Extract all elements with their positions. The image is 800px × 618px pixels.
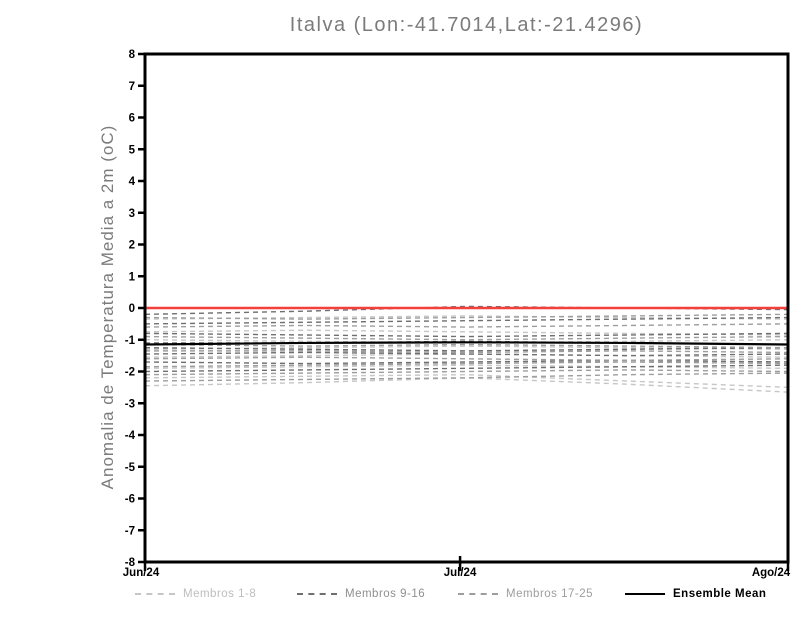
x-tick-label: Ago/24 [752, 567, 791, 579]
legend-item-membros-9-16: Membros 9-16 [297, 587, 425, 601]
member-line-membro-17 [144, 313, 789, 320]
legend-label: Ensemble Mean [673, 588, 767, 600]
member-line-membro-14 [144, 351, 789, 357]
legend-label: Membros 17-25 [506, 588, 594, 600]
x-tick-label: Jul/24 [444, 567, 477, 579]
member-line-membro-2 [144, 329, 789, 336]
y-tick-label: -7 [125, 525, 135, 537]
member-line-membro-10 [144, 316, 789, 325]
y-tick-label: 8 [129, 49, 136, 61]
y-tick-label: 6 [129, 113, 135, 125]
dashed-line-swatch [297, 593, 337, 595]
legend-item-membros-17-25: Membros 17-25 [458, 587, 593, 601]
y-tick-label: -8 [125, 557, 136, 569]
member-line-membro-22 [144, 356, 789, 362]
member-line-membro-8 [144, 377, 789, 393]
member-line-membro-23 [144, 361, 789, 368]
y-tick-label: 1 [129, 271, 136, 283]
dashed-line-swatch [135, 593, 175, 595]
member-line-membro-25 [144, 372, 789, 382]
member-line-membro-1 [144, 315, 789, 320]
y-tick-label: -1 [125, 335, 136, 347]
y-tick-label: -3 [125, 398, 135, 410]
member-line-membro-20 [144, 343, 789, 349]
member-line-membro-7 [144, 373, 789, 389]
member-line-membro-19 [144, 335, 789, 341]
member-line-membro-13 [144, 346, 789, 352]
member-line-membro-3 [144, 339, 789, 344]
legend-label: Membros 1-8 [183, 588, 257, 600]
y-tick-label: 3 [129, 208, 135, 220]
legend-item-ensemble-mean: Ensemble Mean [625, 587, 766, 601]
member-line-membro-21 [145, 350, 789, 354]
member-line-membro-4 [144, 345, 789, 350]
y-tick-label: -2 [125, 367, 135, 379]
member-line-membro-15 [144, 359, 789, 365]
legend-item-membros-1-8: Membros 1-8 [135, 587, 256, 601]
member-line-membro-6 [144, 364, 789, 370]
member-line-membro-18 [144, 323, 789, 328]
chart-title: Italva (Lon:-41.7014,Lat:-21.4296) [289, 14, 644, 36]
y-tick-label: -5 [125, 462, 136, 474]
member-line-membro-5 [144, 353, 789, 358]
member-line-membro-16 [144, 364, 789, 373]
legend-label: Membros 9-16 [345, 588, 426, 600]
y-tick-label: -6 [125, 494, 135, 506]
y-tick-label: 4 [129, 176, 136, 188]
y-tick-label: 2 [129, 240, 135, 252]
y-tick-label: -4 [125, 430, 136, 442]
x-tick-label: Jun/24 [123, 567, 160, 579]
y-tick-label: 0 [129, 303, 135, 315]
y-tick-label: 5 [129, 144, 136, 156]
dashed-line-swatch [458, 593, 498, 595]
solid-line-swatch [625, 593, 665, 595]
y-tick-label: 7 [129, 81, 135, 93]
ensemble-mean-line [144, 341, 789, 346]
chart-legend: Membros 1-8 Membros 9-16 Membros 17-25 E… [0, 587, 800, 603]
member-line-membro-11 [144, 332, 789, 338]
member-line-membro-24 [144, 369, 789, 376]
